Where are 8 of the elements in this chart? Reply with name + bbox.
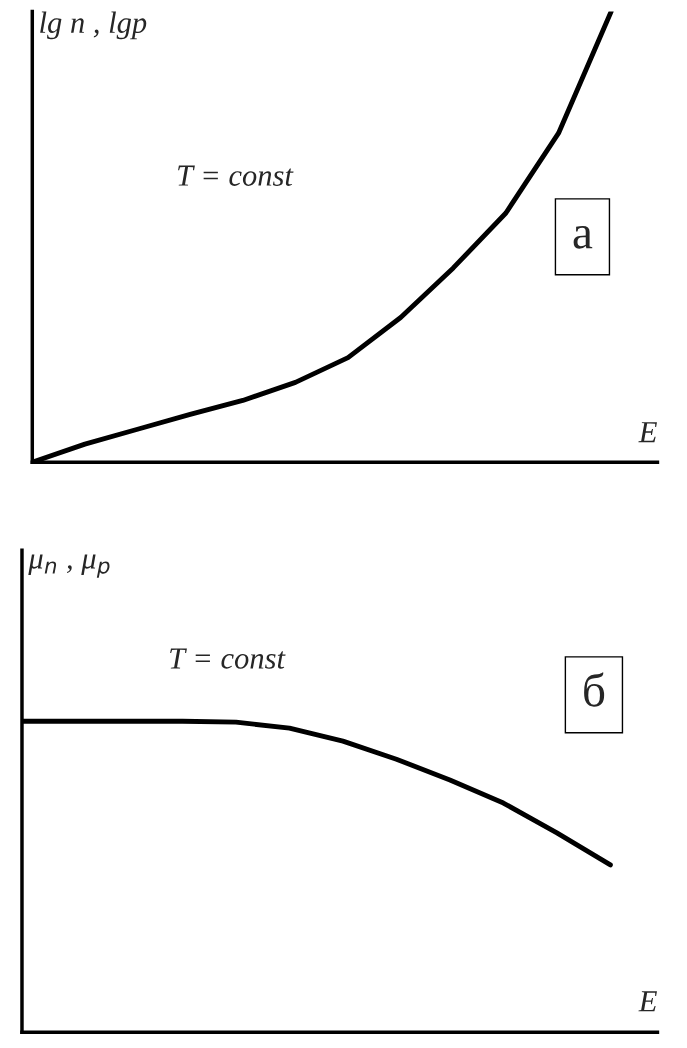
x-axis-title: E bbox=[638, 422, 657, 443]
annotation: T = const bbox=[178, 165, 294, 186]
text: б bbox=[584, 672, 605, 707]
annotation: а bbox=[573, 226, 593, 249]
x-axis-title: E bbox=[638, 991, 657, 1012]
y-axis-title: μ$_{n}$ , μ$_{p}$ bbox=[28, 554, 110, 578]
y-axis-title: lg n , lgp bbox=[40, 11, 147, 40]
text: T = const bbox=[170, 648, 286, 669]
